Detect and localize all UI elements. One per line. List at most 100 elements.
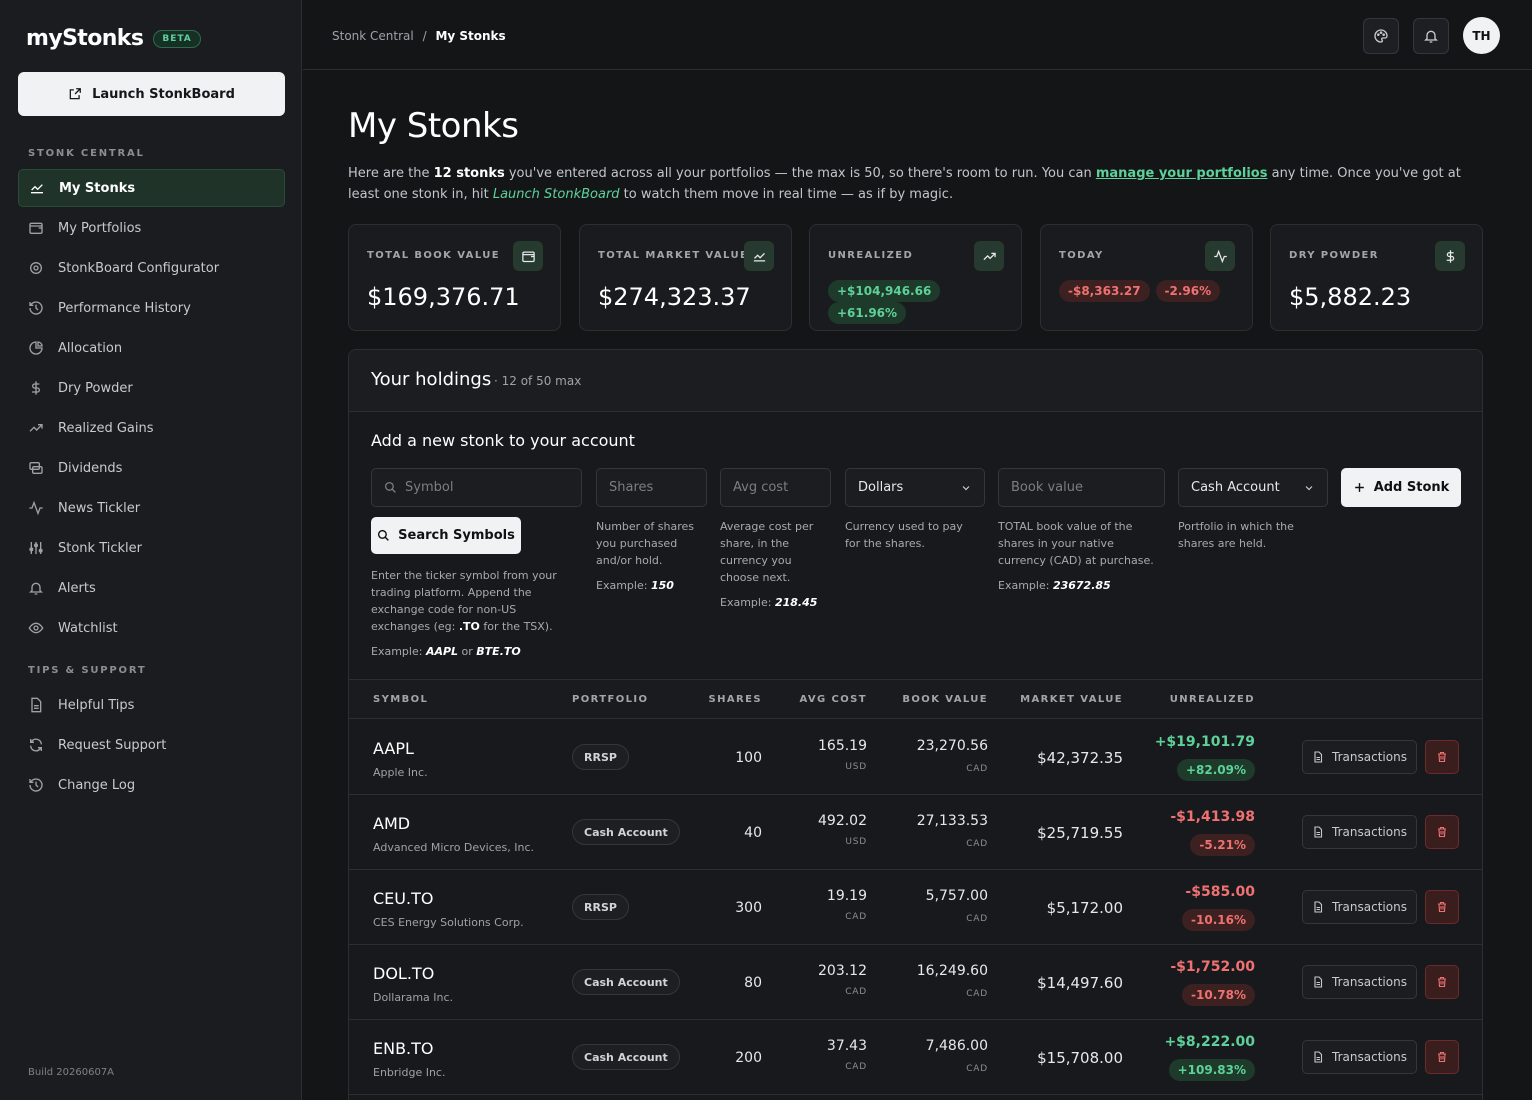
row-avg-cost: 37.43 (826, 1038, 867, 1054)
delete-button[interactable] (1425, 815, 1459, 849)
refresh-icon (28, 737, 44, 753)
row-symbol[interactable]: CEU.TO (373, 889, 434, 908)
notifications-button[interactable] (1413, 18, 1449, 54)
sidebar-item-realized-gains[interactable]: Realized Gains (18, 409, 285, 447)
column-symbol[interactable]: SYMBOL (373, 694, 429, 705)
breadcrumb-root[interactable]: Stonk Central (332, 29, 414, 43)
sidebar-item-dry-powder[interactable]: Dry Powder (18, 369, 285, 407)
card-label: TOTAL BOOK VALUE (367, 250, 500, 261)
launch-stonkboard-button[interactable]: Launch StonkBoard (18, 72, 285, 116)
document-icon (28, 697, 44, 713)
column-shares[interactable]: SHARES (708, 694, 762, 705)
portfolio-help: Portfolio in which the shares are held. (1178, 520, 1294, 550)
transactions-button[interactable]: Transactions (1302, 965, 1417, 999)
sidebar: myStonks BETA Launch StonkBoard STONK CE… (0, 0, 302, 1100)
row-market-value: $25,719.55 (1037, 824, 1123, 842)
trash-icon (1436, 751, 1448, 763)
book-value-example: Example: 23672.85 (998, 577, 1158, 594)
transactions-button[interactable]: Transactions (1302, 1040, 1417, 1074)
row-book-value: 27,133.53 (916, 813, 988, 829)
shares-input[interactable]: Shares (596, 468, 707, 507)
delete-button[interactable] (1425, 965, 1459, 999)
stat-card-unrealized: UNREALIZED +$104,946.66+61.96% (809, 224, 1022, 331)
sidebar-item-label: Watchlist (58, 620, 118, 636)
help-text: Enter the ticker symbol from your tradin… (371, 569, 557, 633)
sidebar-item-request-support[interactable]: Request Support (18, 726, 285, 764)
row-unrealized-percent: -5.21% (1190, 834, 1255, 856)
manage-portfolios-link[interactable]: manage your portfolios (1095, 166, 1268, 181)
sidebar-item-change-log[interactable]: Change Log (18, 766, 285, 804)
sidebar-item-my-portfolios[interactable]: My Portfolios (18, 209, 285, 247)
delete-button[interactable] (1425, 740, 1459, 774)
column-market-value[interactable]: MARKET VALUE (1020, 694, 1123, 705)
sidebar-item-my-stonks[interactable]: My Stonks (18, 169, 285, 207)
chart-line-icon (744, 241, 774, 271)
table-row[interactable]: DOL.TO Dollarama Inc. Cash Account 80 20… (349, 945, 1482, 1020)
help-text: Number of shares you purchased and/or ho… (596, 520, 695, 567)
row-symbol[interactable]: ENB.TO (373, 1039, 434, 1058)
row-market-value: $5,172.00 (1046, 899, 1123, 917)
sidebar-item-helpful-tips[interactable]: Helpful Tips (18, 686, 285, 724)
delete-button[interactable] (1425, 890, 1459, 924)
column-avg-cost[interactable]: AVG COST (799, 694, 867, 705)
currency-select[interactable]: Dollars (845, 468, 985, 507)
avatar[interactable]: TH (1463, 17, 1500, 54)
card-label: TODAY (1059, 250, 1104, 261)
column-portfolio[interactable]: PORTFOLIO (572, 694, 649, 705)
sidebar-item-watchlist[interactable]: Watchlist (18, 609, 285, 647)
table-row[interactable]: CEU.TO CES Energy Solutions Corp. RRSP 3… (349, 870, 1482, 945)
row-avg-cost: 165.19 (818, 738, 867, 754)
theme-button[interactable] (1363, 18, 1399, 54)
sidebar-item-stonk-tickler[interactable]: Stonk Tickler (18, 529, 285, 567)
build-label: Build 20260607A (28, 1067, 115, 1078)
column-unrealized[interactable]: UNREALIZED (1169, 694, 1255, 705)
example-value: 23672.85 (1052, 579, 1111, 592)
sidebar-item-label: Performance History (58, 300, 191, 316)
row-symbol[interactable]: AAPL (373, 739, 414, 758)
sidebar-item-allocation[interactable]: Allocation (18, 329, 285, 367)
document-icon (1312, 751, 1324, 763)
search-symbols-button[interactable]: Search Symbols (371, 517, 521, 554)
trash-icon (1436, 826, 1448, 838)
card-value: $5,882.23 (1289, 283, 1412, 311)
avg-cost-input[interactable]: Avg cost (720, 468, 831, 507)
transactions-button[interactable]: Transactions (1302, 815, 1417, 849)
bell-icon (1423, 28, 1439, 44)
portfolio-select[interactable]: Cash Account (1178, 468, 1328, 507)
transactions-button[interactable]: Transactions (1302, 740, 1417, 774)
section-label-stonk-central: STONK CENTRAL (28, 148, 145, 159)
eye-icon (28, 620, 44, 636)
sidebar-item-stonkboard-configurator[interactable]: StonkBoard Configurator (18, 249, 285, 287)
table-row[interactable]: AMD Advanced Micro Devices, Inc. Cash Ac… (349, 795, 1482, 870)
sidebar-item-label: Request Support (58, 737, 167, 753)
column-book-value[interactable]: BOOK VALUE (902, 694, 988, 705)
palette-icon (1373, 28, 1389, 44)
sidebar-item-news-tickler[interactable]: News Tickler (18, 489, 285, 527)
coins-icon (28, 460, 44, 476)
brand[interactable]: myStonks BETA (26, 26, 201, 51)
add-stonk-button[interactable]: Add Stonk (1341, 468, 1461, 507)
logo[interactable]: myStonks (26, 26, 144, 51)
sidebar-item-performance-history[interactable]: Performance History (18, 289, 285, 327)
row-unrealized-percent: +82.09% (1176, 759, 1255, 781)
stat-card-total-market-value: TOTAL MARKET VALUE $274,323.37 (579, 224, 792, 331)
row-symbol[interactable]: AMD (373, 814, 411, 833)
row-unrealized-pill-wrap: -5.21% (1190, 834, 1255, 856)
symbol-example: Example: AAPL or BTE.TO (371, 643, 571, 660)
sidebar-item-label: StonkBoard Configurator (58, 260, 220, 276)
example-or: or (458, 645, 477, 658)
symbol-input[interactable]: Symbol (371, 468, 582, 507)
transactions-label: Transactions (1332, 900, 1407, 914)
sidebar-item-dividends[interactable]: Dividends (18, 449, 285, 487)
book-value-input[interactable]: Book value (998, 468, 1165, 507)
sidebar-item-alerts[interactable]: Alerts (18, 569, 285, 607)
row-symbol[interactable]: DOL.TO (373, 964, 435, 983)
table-row[interactable]: AAPL Apple Inc. RRSP 100 165.19 USD 23,2… (349, 720, 1482, 795)
card-value: $274,323.37 (598, 283, 751, 311)
row-shares: 40 (744, 825, 762, 841)
delete-button[interactable] (1425, 1040, 1459, 1074)
chevron-down-icon (960, 482, 972, 494)
table-row[interactable]: ENB.TO Enbridge Inc. Cash Account 200 37… (349, 1020, 1482, 1095)
transactions-button[interactable]: Transactions (1302, 890, 1417, 924)
dollar-icon (1435, 241, 1465, 271)
